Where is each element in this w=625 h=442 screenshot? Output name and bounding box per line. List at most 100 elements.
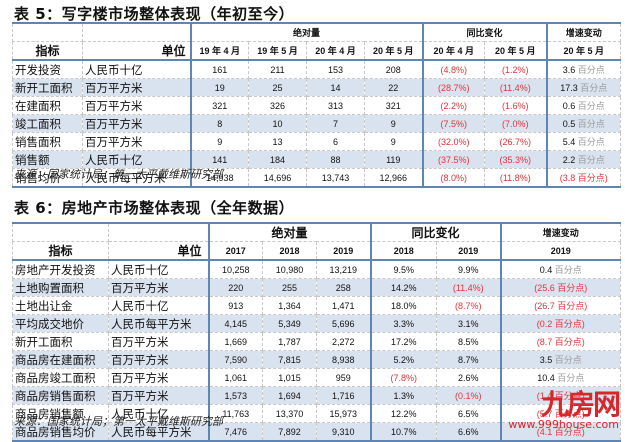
unit-cell: 百万平方米: [108, 350, 209, 369]
header-group-absolute: 绝对量: [189, 22, 424, 42]
unit-cell: 人民币十亿: [82, 150, 191, 169]
watermark-logo: 九房网: [540, 388, 621, 421]
yoy-change-cell: 18.0%: [369, 296, 437, 315]
yoy-change-cell: 6.5%: [435, 404, 502, 423]
yoy-change-cell: 5.2%: [369, 350, 437, 369]
header-abs-col: 20 年 5 月: [363, 41, 424, 61]
indicator-cell: 开发投资: [12, 60, 83, 79]
header-blank: [12, 22, 83, 42]
absolute-value-cell: 959: [316, 368, 371, 387]
absolute-value-cell: 153: [306, 60, 365, 79]
header-group-absolute: 绝对量: [207, 222, 371, 242]
absolute-value-cell: 1,694: [262, 386, 317, 405]
header-yoy-col: 2019: [435, 241, 502, 261]
absolute-value-cell: 88: [306, 150, 365, 169]
rate-unit: 百分点: [575, 119, 605, 129]
rate-change-cell: 0.4 百分点: [499, 260, 622, 279]
yoy-change-cell: (11.4%): [484, 78, 548, 97]
absolute-value-cell: 13,370: [262, 404, 317, 423]
absolute-value-cell: 2,272: [316, 332, 371, 351]
header-unit: 单位: [82, 41, 191, 61]
yoy-change-cell: 12.2%: [369, 404, 437, 423]
rate-value: 0.4: [539, 265, 553, 275]
unit-cell: 百万平方米: [108, 278, 209, 297]
rate-change-cell: (3.8 百分点): [545, 168, 622, 188]
table-row: 新开工面积 百万平方米 1,669 1,787 2,272 17.2% 8.5% (8.7 百…: [12, 332, 622, 351]
rate-value: (8.7: [536, 337, 553, 347]
indicator-cell: 在建面积: [12, 96, 83, 115]
yoy-change-cell: 6.6%: [435, 422, 502, 442]
indicator-cell: 商品房竣工面积: [12, 368, 109, 387]
header-group-rate-change: 增速变动: [499, 222, 622, 242]
yoy-change-cell: (32.0%): [421, 132, 486, 151]
absolute-value-cell: 255: [262, 278, 317, 297]
absolute-value-cell: 119: [363, 150, 424, 169]
indicator-cell: 商品房销售额: [12, 404, 109, 423]
table-row: 商品房销售面积 百万平方米 1,573 1,694 1,716 1.3% (0.1%) (1.…: [12, 386, 622, 405]
indicator-cell: 新开工面积: [12, 332, 109, 351]
header-yoy-col: 20 年 4 月: [421, 41, 486, 61]
header-yoy-col: 2018: [369, 241, 437, 261]
watermark: 九房网 www.999house.com: [508, 388, 621, 432]
rate-unit: 百分点: [575, 65, 605, 75]
rate-value: (5.7: [536, 409, 553, 419]
absolute-value-cell: 7: [306, 114, 365, 133]
office-market-table: 绝对量 同比变化 增速变动 指标 单位 19 年 4 月 19 年 5 月 20…: [12, 22, 622, 188]
absolute-value-cell: 12,966: [363, 168, 424, 188]
yoy-change-cell: 8.7%: [435, 350, 502, 369]
absolute-value-cell: 8,938: [316, 350, 371, 369]
indicator-cell: 销售面积: [12, 132, 83, 151]
absolute-value-cell: 211: [248, 60, 307, 79]
rate-change-cell: 17.3 百分点: [545, 78, 622, 97]
rate-value: (3.8: [559, 173, 576, 183]
unit-cell: 百万平方米: [108, 386, 209, 405]
header-group-yoy: 同比变化: [421, 22, 548, 42]
table-row: 销售均价 人民币每平方米 14,938 14,696 13,743 12,966 (8.0%…: [12, 168, 622, 188]
yoy-change-cell: 3.1%: [435, 314, 502, 333]
absolute-value-cell: 13: [248, 132, 307, 151]
table6-title: 表 6：房地产市场整体表现（全年数据）: [14, 199, 295, 217]
absolute-value-cell: 326: [248, 96, 307, 115]
yoy-change-cell: (4.8%): [421, 60, 486, 79]
table-row: 房地产开发投资 人民币十亿 10,258 10,980 13,219 9.5% 9.9% 0.…: [12, 260, 622, 279]
indicator-cell: 销售均价: [12, 168, 83, 188]
rate-change-cell: 0.5 百分点: [545, 114, 622, 133]
rate-change-cell: 2.2 百分点: [545, 150, 622, 169]
yoy-change-cell: 17.2%: [369, 332, 437, 351]
yoy-change-cell: 9.5%: [369, 260, 437, 279]
absolute-value-cell: 5,349: [262, 314, 317, 333]
indicator-cell: 土地出让金: [12, 296, 109, 315]
header-abs-col: 20 年 4 月: [306, 41, 365, 61]
absolute-value-cell: 8: [189, 114, 249, 133]
yoy-change-cell: (8.0%): [421, 168, 486, 188]
absolute-value-cell: 913: [207, 296, 263, 315]
table-row: 在建面积 百万平方米 321 326 313 321 (2.2%) (1.6%) 0.6 百分点: [12, 96, 622, 115]
absolute-value-cell: 1,061: [207, 368, 263, 387]
indicator-cell: 销售额: [12, 150, 83, 169]
rate-unit: 百分点: [554, 373, 585, 383]
header-indicator: 指标: [12, 41, 83, 61]
rate-unit: 百分点): [575, 173, 608, 183]
rate-unit: 百分点: [577, 83, 608, 93]
absolute-value-cell: 10,258: [207, 260, 263, 279]
yoy-change-cell: 2.6%: [435, 368, 502, 387]
yoy-change-cell: (35.3%): [484, 150, 548, 169]
header-yoy-col: 20 年 5 月: [484, 41, 548, 61]
table-row: 土地购置面积 百万平方米 220 255 258 14.2% (11.4%) (25.6 百分…: [12, 278, 622, 297]
yoy-change-cell: (1.2%): [484, 60, 548, 79]
absolute-value-cell: 19: [189, 78, 249, 97]
absolute-value-cell: 13,219: [316, 260, 371, 279]
table-row: 土地出让金 人民币十亿 913 1,364 1,471 18.0% (8.7%) (26.7 …: [12, 296, 622, 315]
watermark-url: www.999house.com: [508, 418, 619, 431]
absolute-value-cell: 1,364: [262, 296, 317, 315]
header-abs-col: 2018: [262, 241, 317, 261]
yoy-change-cell: 8.5%: [435, 332, 502, 351]
table6-source: 来源：国家统计局；第一太平戴维斯研究部: [14, 415, 223, 428]
unit-cell: 人民币每平方米: [82, 168, 191, 188]
yoy-change-cell: (8.7%): [435, 296, 502, 315]
table-row: 商品房竣工面积 百万平方米 1,061 1,015 959 (7.8%) 2.6% 10.4 …: [12, 368, 622, 387]
absolute-value-cell: 5,696: [316, 314, 371, 333]
absolute-value-cell: 15,973: [316, 404, 371, 423]
header-rate-col: 2019: [499, 241, 622, 261]
rate-value: 0.5: [562, 119, 576, 129]
